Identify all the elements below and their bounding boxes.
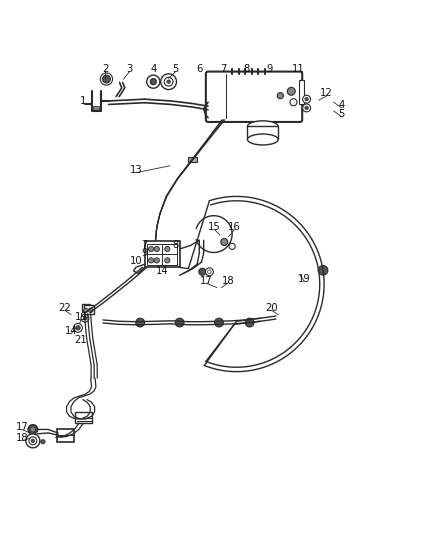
Text: 21: 21	[74, 335, 88, 345]
Ellipse shape	[247, 134, 278, 145]
Text: 10: 10	[130, 256, 142, 266]
Text: 13: 13	[130, 165, 142, 175]
Circle shape	[245, 318, 254, 327]
Circle shape	[41, 440, 45, 444]
Text: 4: 4	[150, 64, 156, 75]
Circle shape	[305, 106, 308, 110]
Circle shape	[164, 77, 173, 86]
Text: 22: 22	[58, 303, 71, 313]
Circle shape	[88, 308, 93, 312]
Bar	[57, 429, 74, 442]
Circle shape	[167, 80, 170, 84]
Circle shape	[154, 246, 159, 252]
Circle shape	[83, 317, 87, 320]
Circle shape	[303, 95, 311, 103]
Bar	[147, 244, 177, 265]
Circle shape	[76, 326, 80, 330]
Bar	[145, 241, 180, 268]
Circle shape	[74, 324, 82, 332]
Text: 4: 4	[339, 100, 345, 110]
Bar	[299, 80, 304, 104]
Text: 20: 20	[265, 303, 278, 313]
Text: 3: 3	[126, 64, 132, 75]
Text: 9: 9	[141, 248, 148, 259]
Circle shape	[102, 75, 110, 83]
Text: 14: 14	[65, 326, 77, 336]
Text: 19: 19	[298, 274, 311, 284]
Circle shape	[287, 87, 295, 95]
Circle shape	[305, 98, 308, 101]
Text: 7: 7	[220, 64, 226, 75]
Circle shape	[28, 425, 38, 434]
Circle shape	[208, 270, 211, 273]
Circle shape	[148, 258, 154, 263]
Text: 15: 15	[208, 222, 221, 232]
Circle shape	[136, 318, 145, 327]
Circle shape	[165, 246, 170, 252]
Circle shape	[165, 258, 170, 263]
Bar	[84, 305, 94, 314]
Text: 19: 19	[74, 312, 88, 322]
Circle shape	[161, 74, 177, 90]
Text: 5: 5	[172, 64, 178, 75]
Circle shape	[30, 427, 35, 432]
Circle shape	[318, 265, 328, 275]
Text: 17: 17	[15, 422, 28, 432]
Text: 12: 12	[320, 88, 333, 99]
Text: 8: 8	[243, 64, 249, 75]
Text: 14: 14	[156, 266, 168, 276]
Circle shape	[303, 104, 311, 112]
Text: 18: 18	[16, 433, 28, 443]
Text: 7: 7	[141, 240, 148, 251]
Text: 5: 5	[339, 109, 345, 119]
Circle shape	[26, 434, 40, 448]
Text: 6: 6	[196, 64, 202, 75]
Bar	[75, 413, 92, 423]
Circle shape	[290, 99, 297, 106]
Circle shape	[148, 246, 154, 252]
Text: 1: 1	[80, 96, 86, 106]
Text: 18: 18	[222, 276, 234, 286]
Circle shape	[215, 318, 223, 327]
Circle shape	[81, 314, 89, 322]
Bar	[93, 106, 99, 111]
Circle shape	[199, 268, 206, 275]
Circle shape	[277, 93, 283, 99]
Bar	[247, 126, 278, 140]
FancyBboxPatch shape	[206, 71, 302, 122]
Circle shape	[29, 437, 37, 445]
Circle shape	[221, 238, 228, 246]
Circle shape	[229, 243, 235, 249]
Text: 17: 17	[199, 276, 212, 286]
Circle shape	[175, 318, 184, 327]
Circle shape	[150, 78, 156, 85]
Text: 2: 2	[102, 64, 108, 75]
Ellipse shape	[247, 121, 278, 132]
Text: 8: 8	[172, 240, 178, 251]
Text: 11: 11	[291, 64, 304, 75]
Bar	[188, 157, 197, 162]
Circle shape	[154, 258, 159, 263]
Circle shape	[84, 308, 88, 312]
Text: 16: 16	[228, 222, 241, 232]
Bar	[82, 304, 90, 311]
Circle shape	[31, 439, 35, 442]
Circle shape	[205, 268, 213, 276]
Text: 9: 9	[266, 64, 272, 75]
Circle shape	[147, 75, 160, 88]
